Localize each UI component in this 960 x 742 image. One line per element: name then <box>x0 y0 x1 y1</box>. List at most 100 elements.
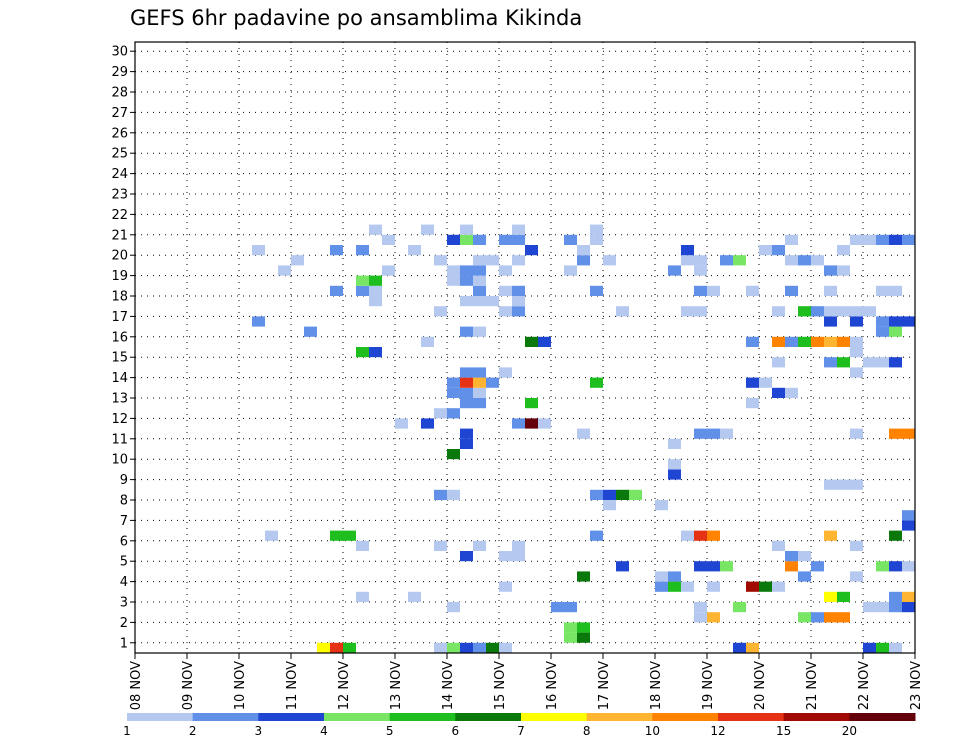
precip-cell <box>811 561 824 572</box>
precip-cell <box>434 489 447 500</box>
chart-title: GEFS 6hr padavine po ansamblima Kikinda <box>130 6 583 30</box>
precip-cell <box>395 418 408 429</box>
precip-cell <box>512 255 525 266</box>
precip-cell <box>330 642 343 653</box>
precip-cell <box>603 489 616 500</box>
precip-cell <box>252 245 265 256</box>
precip-cell <box>668 459 681 470</box>
precip-cell <box>460 642 473 653</box>
precip-cell <box>512 418 525 429</box>
y-tick-label: 10 <box>111 453 128 468</box>
precip-cell <box>863 357 876 368</box>
y-tick-label: 18 <box>111 290 128 305</box>
precip-cell <box>694 265 707 276</box>
precip-cell <box>837 265 850 276</box>
y-tick-label: 15 <box>111 351 128 366</box>
precip-cell <box>278 265 291 276</box>
precip-cell <box>837 612 850 623</box>
precip-cell <box>473 234 486 245</box>
y-tick-label: 2 <box>120 616 128 631</box>
precip-cell <box>408 591 421 602</box>
precip-cell <box>382 234 395 245</box>
precip-cell <box>876 285 889 296</box>
precip-cell <box>798 571 811 582</box>
precip-cell <box>824 357 837 368</box>
precip-cell <box>889 530 902 541</box>
precip-cell <box>889 234 902 245</box>
precip-cell <box>447 234 460 245</box>
precip-cell <box>850 479 863 490</box>
precip-cell <box>681 255 694 266</box>
precip-cell <box>447 449 460 460</box>
precip-cell <box>473 642 486 653</box>
precip-cell <box>603 255 616 266</box>
precip-cell <box>694 428 707 439</box>
precip-cell <box>473 398 486 409</box>
precip-cell <box>889 357 902 368</box>
precip-cell <box>447 642 460 653</box>
precip-cell <box>759 245 772 256</box>
precip-cell <box>824 612 837 623</box>
precip-cell <box>889 642 902 653</box>
precip-cell <box>356 285 369 296</box>
x-tick-label: 09 NOV <box>181 661 196 710</box>
precip-cell <box>837 336 850 347</box>
y-tick-label: 26 <box>111 126 128 141</box>
precip-cell <box>460 428 473 439</box>
precip-cell <box>616 306 629 317</box>
y-tick-label: 8 <box>120 494 128 509</box>
legend-label: 2 <box>189 724 197 738</box>
precip-cell <box>317 642 330 653</box>
legend-label: 15 <box>776 724 791 738</box>
precip-cell <box>850 347 863 358</box>
precip-cell <box>538 418 551 429</box>
precip-cell <box>551 602 564 613</box>
precip-cell <box>863 602 876 613</box>
legend-label: 10 <box>645 724 660 738</box>
precip-cell <box>668 571 681 582</box>
precip-cell <box>681 530 694 541</box>
precip-cell <box>616 561 629 572</box>
precip-cell <box>889 561 902 572</box>
y-tick-label: 25 <box>111 147 128 162</box>
precip-cell <box>902 602 915 613</box>
precip-cell <box>629 489 642 500</box>
x-tick-label: 13 NOV <box>389 661 404 710</box>
legend-label: 8 <box>583 724 591 738</box>
precip-cell <box>460 326 473 337</box>
precip-cell <box>460 387 473 398</box>
precip-cell <box>512 224 525 235</box>
precip-cell <box>434 408 447 419</box>
y-tick-label: 17 <box>111 310 128 325</box>
precip-cell <box>798 255 811 266</box>
precip-cell <box>499 642 512 653</box>
precip-cell <box>577 255 590 266</box>
precip-cell <box>460 234 473 245</box>
y-tick-label: 29 <box>111 65 128 80</box>
precip-cell <box>512 234 525 245</box>
precip-cell <box>876 326 889 337</box>
precip-cell <box>720 561 733 572</box>
precip-cell <box>473 377 486 388</box>
precip-cell <box>512 296 525 307</box>
precip-cell <box>486 377 499 388</box>
plot-frame <box>134 41 916 654</box>
precip-cell <box>512 306 525 317</box>
precip-cell <box>434 642 447 653</box>
precip-cell <box>902 591 915 602</box>
precip-cell <box>837 479 850 490</box>
legend-swatch <box>652 713 719 721</box>
precip-cell <box>525 336 538 347</box>
precip-cell <box>538 336 551 347</box>
precip-cell <box>785 551 798 562</box>
y-tick-label: 23 <box>111 188 128 203</box>
precip-cell <box>733 602 746 613</box>
precip-cell <box>447 489 460 500</box>
precip-cell <box>590 489 603 500</box>
precip-cell <box>824 479 837 490</box>
x-tick-label: 08 NOV <box>129 661 144 710</box>
precip-cell <box>889 602 902 613</box>
precip-cell <box>525 245 538 256</box>
precip-cell <box>876 642 889 653</box>
precip-cell <box>850 234 863 245</box>
